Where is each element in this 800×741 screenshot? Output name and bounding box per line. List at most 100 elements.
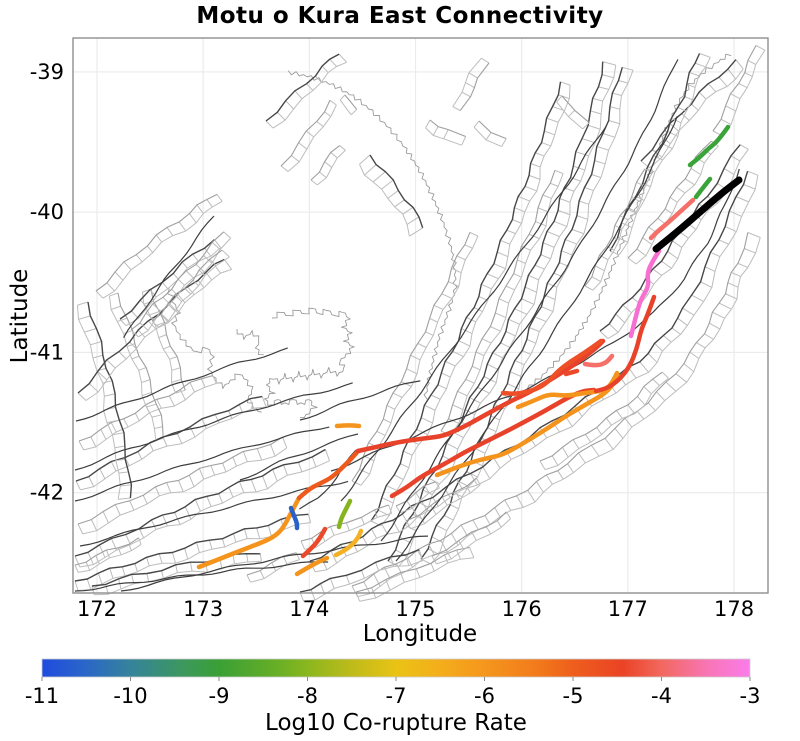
- fault-ladder-rung: [393, 474, 404, 480]
- fault-ladder-rung: [114, 504, 121, 516]
- fault-ladder-rung: [643, 386, 652, 395]
- fault-ladder-rung: [214, 239, 222, 249]
- fault-trace: [370, 81, 562, 522]
- fault-ladder-rung: [198, 468, 205, 480]
- fault-ladder-rung: [294, 90, 303, 100]
- fault-ladder-rung: [99, 468, 106, 480]
- fault-ladder-rung: [139, 322, 149, 331]
- fault-ladder-rung: [527, 490, 536, 503]
- fault-ladder-rung: [455, 491, 461, 500]
- fault-ladder-rung: [624, 417, 633, 428]
- fault-ladder-rung: [416, 429, 428, 436]
- fault-ladder-rung: [514, 360, 525, 366]
- fault-ladder-band: [592, 172, 653, 291]
- fault-ladder-rung: [727, 68, 737, 80]
- fault-ladder-rung: [452, 404, 464, 411]
- fault-ladder-rung: [546, 117, 559, 123]
- fault-ladder-band: [556, 101, 583, 130]
- fault-ladder-rung: [466, 486, 471, 494]
- coastline: [236, 328, 264, 356]
- fault-ladder-rung: [540, 254, 551, 260]
- fault-ladder-band: [250, 559, 300, 583]
- fault-ladder-rung: [189, 382, 195, 393]
- fault-ladder-rung: [534, 316, 547, 323]
- fault-ladder-band: [398, 65, 617, 567]
- fault-ladder-rung: [222, 538, 226, 548]
- fault-ladder-rung: [77, 392, 87, 401]
- fault-ladder-rung: [154, 426, 163, 430]
- fault-ladder-rung: [171, 367, 181, 371]
- fault-ladder-rung: [455, 478, 464, 490]
- trace-blue: [288, 505, 300, 531]
- fault-ladder-rung: [262, 475, 268, 489]
- fault-ladder-rung: [259, 570, 265, 579]
- fault-ladder-rung: [675, 373, 687, 383]
- fault-ladder-rung: [541, 142, 551, 147]
- fault-ladder-rung: [677, 317, 688, 326]
- fault-ladder-rung: [291, 155, 300, 163]
- trace-yellowgreen: [336, 498, 353, 530]
- fault-ladder-rung: [75, 480, 81, 491]
- fault-ladder-rung: [490, 415, 500, 421]
- fault-ladder-rung: [300, 540, 306, 550]
- chart-title: Motu o Kura East Connectivity: [196, 3, 604, 29]
- fault-ladder-rung: [417, 342, 427, 348]
- fault-ladder-rung: [690, 167, 701, 176]
- fault-ladder-band: [125, 247, 222, 327]
- fault-ladder-rung: [451, 267, 462, 274]
- fault-ladder-rung: [469, 231, 479, 237]
- coastline: [167, 288, 262, 413]
- fault-ladder-rung: [472, 519, 479, 530]
- fault-ladder-rung: [636, 410, 645, 420]
- fault-ladder-rung: [203, 255, 213, 264]
- fault-ladder-rung: [677, 106, 687, 112]
- fault-ladder-rung: [681, 113, 690, 121]
- fault-ladder-rung: [244, 528, 248, 539]
- x-tick-label: 173: [183, 597, 223, 621]
- fault-ladder-rung: [428, 477, 440, 485]
- fault-ladder-rung: [712, 311, 725, 319]
- fault-ladder-rung: [118, 351, 127, 360]
- fault-trace: [310, 145, 341, 181]
- fault-ladder-rung: [635, 195, 645, 201]
- fault-ladder-rung: [106, 419, 120, 424]
- fault-trace: [299, 549, 420, 593]
- fault-ladder-rung: [698, 91, 707, 100]
- fault-ladder-rung: [553, 220, 568, 227]
- fault-ladder-band: [449, 173, 564, 436]
- fault-ladder-rung: [644, 168, 653, 174]
- fault-ladder-rung: [213, 263, 221, 274]
- fault-ladder-rung: [567, 463, 574, 473]
- fault-ladder-rung: [730, 93, 741, 100]
- fault-ladder-rung: [514, 207, 525, 213]
- fault-ladder-rung: [188, 474, 195, 488]
- fault-ladder-rung: [359, 468, 370, 475]
- fault-ladder-rung: [283, 464, 288, 476]
- colorbar-tick-label: -8: [297, 684, 318, 708]
- fault-ladder-rung: [637, 396, 646, 406]
- fault-ladder-rung: [464, 244, 473, 249]
- fault-ladder-rung: [469, 397, 481, 404]
- fault-ladder-rung: [88, 476, 95, 487]
- fault-ladder-rung: [381, 497, 394, 504]
- fault-ladder-rung: [361, 517, 365, 525]
- fault-ladder-rung: [329, 526, 335, 536]
- fault-ladder-rung: [667, 130, 679, 137]
- fault-ladder-rung: [118, 497, 131, 500]
- fault-ladder-rung: [656, 391, 666, 401]
- fault-ladder-rung: [743, 184, 756, 190]
- fault-ladder-rung: [95, 290, 104, 299]
- fault-ladder-rung: [282, 436, 288, 449]
- fault-ladder-rung: [200, 378, 206, 388]
- fault-ladder-rung: [500, 342, 511, 348]
- fault-ladder-rung: [415, 568, 421, 578]
- fault-ladder-rung: [550, 182, 559, 187]
- fault-ladder-rung: [657, 218, 666, 225]
- fault-ladder-rung: [178, 480, 184, 493]
- fault-ladder-rung: [432, 126, 439, 136]
- fault-ladder-rung: [653, 155, 663, 161]
- fault-ladder-rung: [307, 514, 312, 523]
- fault-ladder-rung: [639, 361, 650, 373]
- fault-ladder-rung: [671, 327, 681, 335]
